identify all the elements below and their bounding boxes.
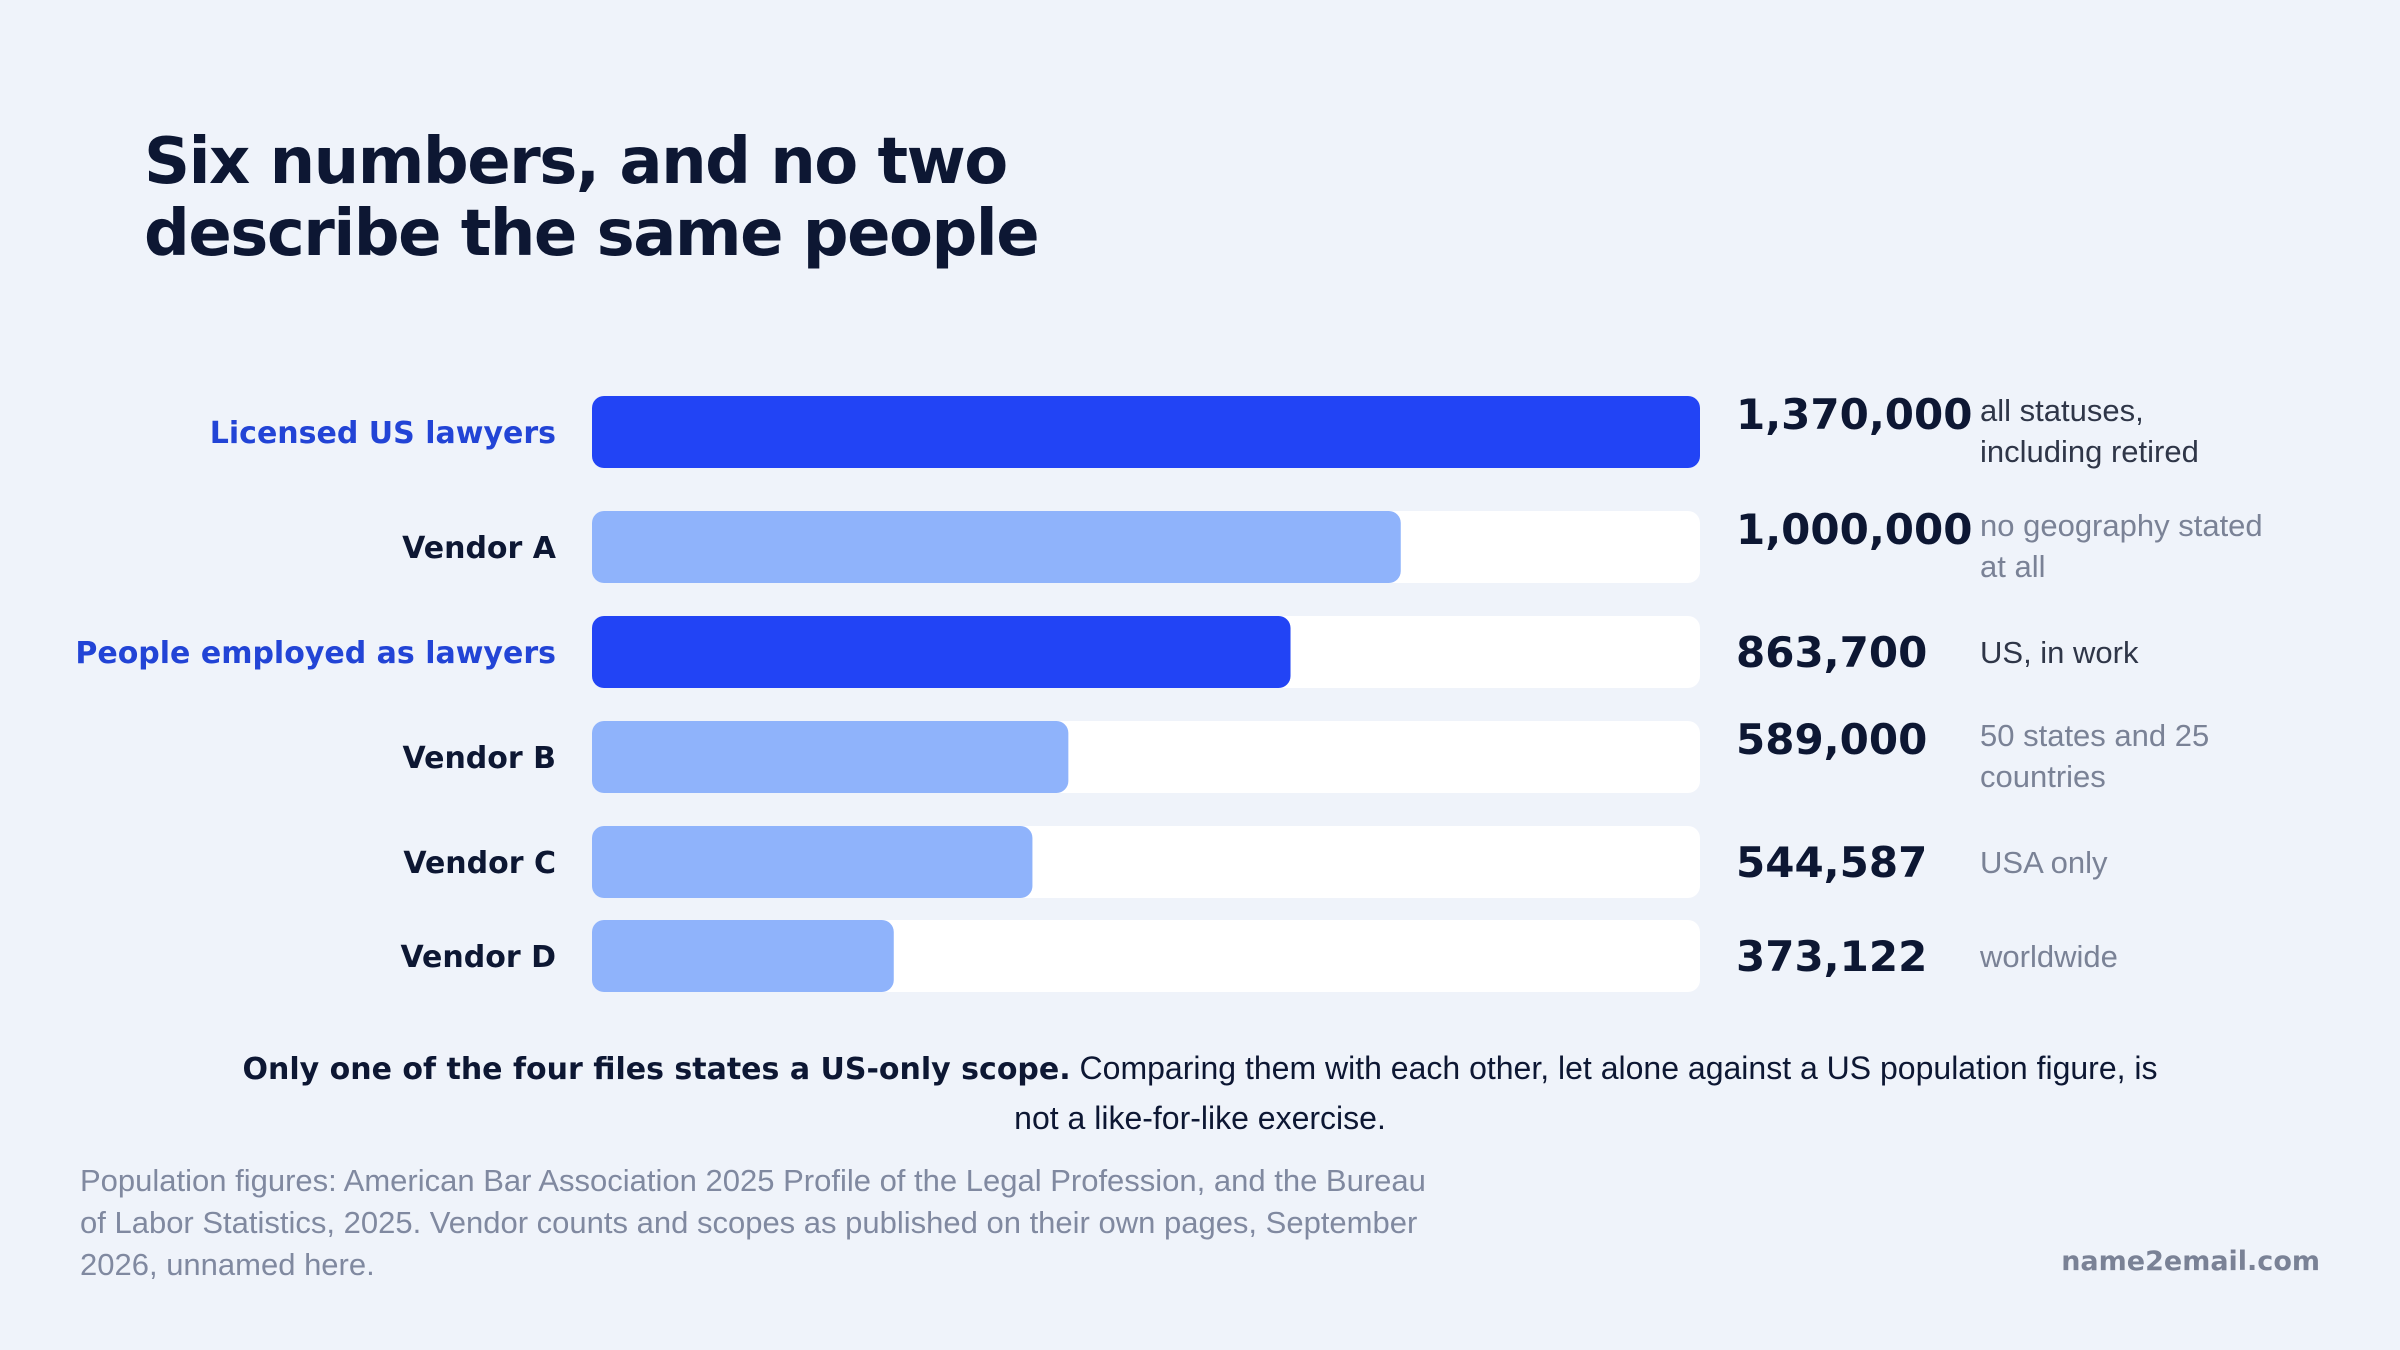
category-label: People employed as lawyers — [75, 636, 556, 671]
bar — [592, 616, 1291, 688]
caption: Only one of the four files states a US-o… — [240, 1044, 2160, 1142]
scope-note: worldwide — [1979, 939, 2118, 974]
source-note: Population figures: American Bar Associa… — [80, 1163, 1426, 1282]
scope-note: US, in work — [1980, 635, 2139, 670]
chart-title: Six numbers, and no two describe the sam… — [144, 125, 1040, 271]
value-label: 544,587 — [1736, 838, 1927, 887]
scope-note: 50 states and 25 countries — [1980, 718, 2209, 794]
category-label: Vendor C — [403, 846, 556, 881]
value-label: 1,370,000 — [1736, 390, 1972, 439]
value-label: 1,000,000 — [1736, 505, 1972, 554]
caption-rest: Comparing them with each other, let alon… — [1014, 1050, 2158, 1136]
caption-lead: Only one of the four files states a US-o… — [242, 1052, 1071, 1087]
category-label: Vendor B — [403, 741, 556, 776]
bar — [592, 721, 1069, 793]
brand-label: name2email.com — [2061, 1246, 2320, 1277]
value-label: 373,122 — [1736, 932, 1927, 981]
bar — [592, 920, 894, 992]
scope-note: all statuses, including retired — [1980, 393, 2199, 469]
category-label: Vendor A — [402, 531, 557, 566]
category-label: Vendor D — [400, 940, 556, 975]
category-label: Licensed US lawyers — [210, 416, 556, 451]
scope-note: USA only — [1980, 845, 2108, 880]
bar — [592, 826, 1033, 898]
scope-note: no geography stated at all — [1980, 508, 2263, 584]
value-label: 589,000 — [1736, 715, 1927, 764]
bar — [592, 396, 1700, 468]
bar — [592, 511, 1401, 583]
value-label: 863,700 — [1736, 628, 1927, 677]
